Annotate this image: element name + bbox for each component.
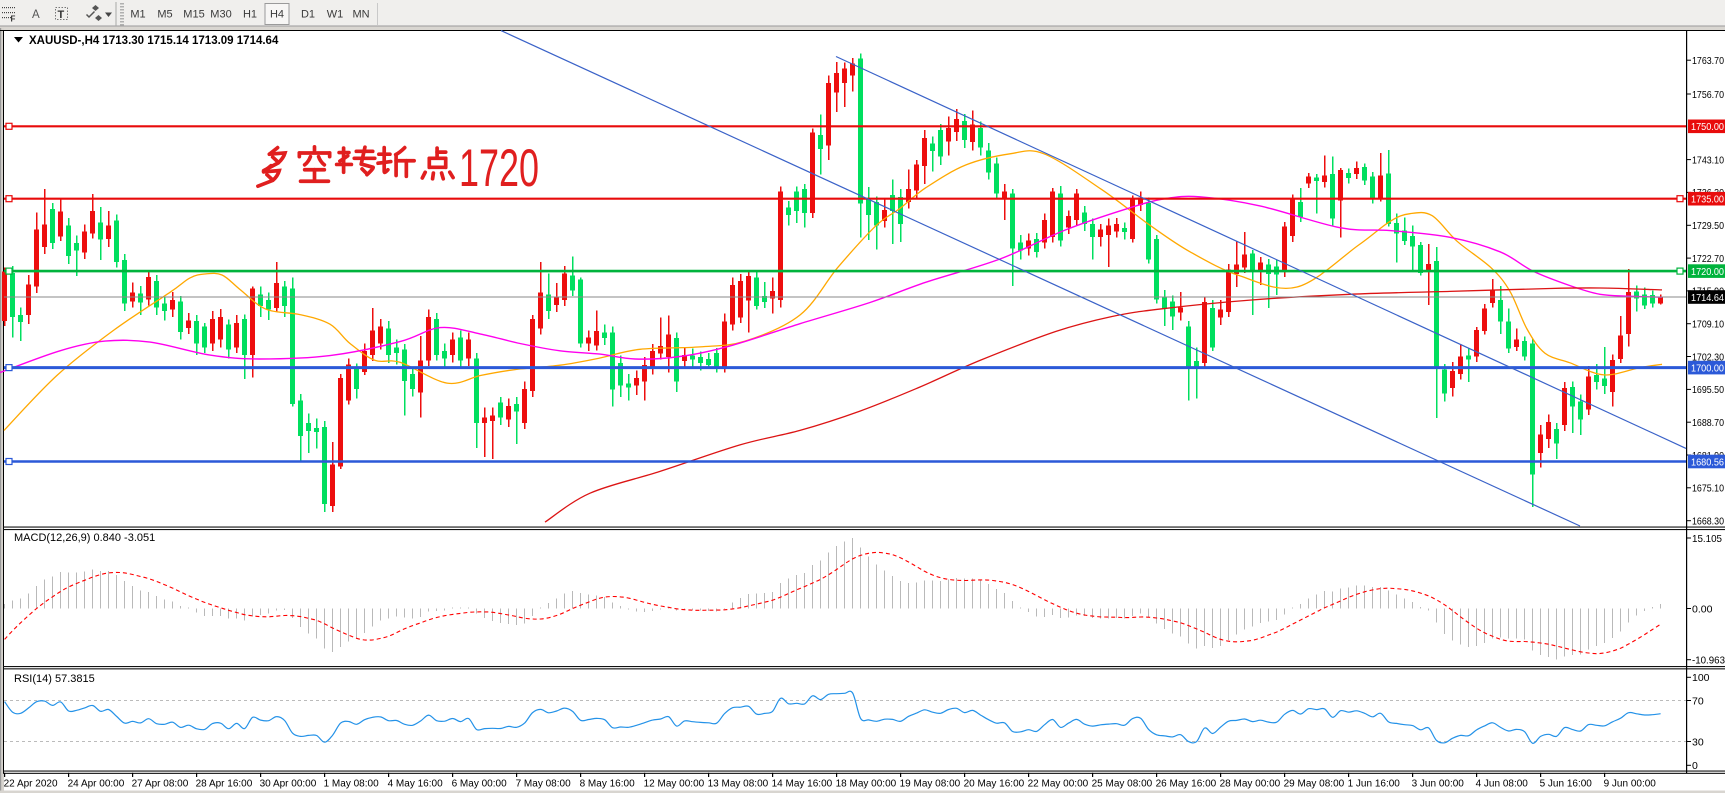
svg-text:1702.30: 1702.30 xyxy=(1692,351,1724,363)
svg-text:8 May 16:00: 8 May 16:00 xyxy=(580,779,635,790)
svg-text:1743.10: 1743.10 xyxy=(1692,154,1724,166)
svg-text:M15: M15 xyxy=(183,9,204,21)
svg-text:M1: M1 xyxy=(130,9,145,21)
svg-text:7 May 08:00: 7 May 08:00 xyxy=(516,779,571,790)
svg-text:A: A xyxy=(32,9,40,21)
svg-text:12 May 00:00: 12 May 00:00 xyxy=(644,779,705,790)
svg-text:5 Jun 16:00: 5 Jun 16:00 xyxy=(1540,779,1593,790)
svg-text:XAUUSD-,H4 1713.30 1715.14 17: XAUUSD-,H4 1713.30 1715.14 1713.09 1714.… xyxy=(29,35,279,47)
svg-text:1668.30: 1668.30 xyxy=(1692,516,1724,528)
svg-text:24 Apr 00:00: 24 Apr 00:00 xyxy=(68,779,125,790)
svg-text:1722.70: 1722.70 xyxy=(1692,253,1724,265)
svg-text:W1: W1 xyxy=(327,9,344,21)
svg-text:30: 30 xyxy=(1692,736,1704,748)
svg-text:1 Jun 16:00: 1 Jun 16:00 xyxy=(1348,779,1401,790)
svg-text:28 May 00:00: 28 May 00:00 xyxy=(1220,779,1281,790)
svg-text:14 May 16:00: 14 May 16:00 xyxy=(772,779,833,790)
svg-text:1700.00: 1700.00 xyxy=(1691,362,1724,374)
svg-text:1680.56: 1680.56 xyxy=(1691,456,1724,468)
svg-text:1720.00: 1720.00 xyxy=(1691,266,1724,278)
svg-text:0.00: 0.00 xyxy=(1692,603,1713,615)
svg-text:T: T xyxy=(58,9,65,21)
svg-text:M30: M30 xyxy=(210,9,231,21)
svg-text:1688.70: 1688.70 xyxy=(1692,417,1724,429)
svg-text:H4: H4 xyxy=(270,9,284,21)
svg-text:26 May 16:00: 26 May 16:00 xyxy=(1156,779,1217,790)
svg-text:6 May 00:00: 6 May 00:00 xyxy=(452,779,507,790)
svg-text:22 May 00:00: 22 May 00:00 xyxy=(1028,779,1089,790)
svg-text:100: 100 xyxy=(1692,672,1710,684)
svg-text:F: F xyxy=(11,15,16,24)
svg-text:25 May 08:00: 25 May 08:00 xyxy=(1092,779,1153,790)
svg-text:1756.70: 1756.70 xyxy=(1692,89,1724,101)
svg-text:1720: 1720 xyxy=(459,139,539,198)
svg-text:1709.10: 1709.10 xyxy=(1692,319,1724,331)
svg-text:1695.50: 1695.50 xyxy=(1692,384,1724,396)
svg-text:-10.963: -10.963 xyxy=(1692,655,1725,667)
svg-text:D1: D1 xyxy=(301,9,315,21)
svg-text:0: 0 xyxy=(1692,760,1698,772)
svg-text:22 Apr 2020: 22 Apr 2020 xyxy=(4,779,58,790)
svg-text:1735.00: 1735.00 xyxy=(1691,194,1724,206)
svg-text:3 Jun 00:00: 3 Jun 00:00 xyxy=(1412,779,1465,790)
svg-text:9 Jun 00:00: 9 Jun 00:00 xyxy=(1604,779,1657,790)
svg-text:29 May 08:00: 29 May 08:00 xyxy=(1284,779,1345,790)
svg-text:28 Apr 16:00: 28 Apr 16:00 xyxy=(196,779,253,790)
svg-text:MN: MN xyxy=(352,9,369,21)
svg-text:30 Apr 00:00: 30 Apr 00:00 xyxy=(260,779,317,790)
svg-text:1729.50: 1729.50 xyxy=(1692,220,1724,232)
svg-text:15.105: 15.105 xyxy=(1692,533,1722,545)
svg-text:1714.64: 1714.64 xyxy=(1691,292,1724,304)
svg-text:M5: M5 xyxy=(157,9,172,21)
svg-text:1 May 08:00: 1 May 08:00 xyxy=(324,779,379,790)
svg-text:1675.10: 1675.10 xyxy=(1692,483,1724,495)
svg-text:MACD(12,26,9) 0.840 -3.051: MACD(12,26,9) 0.840 -3.051 xyxy=(14,532,155,544)
svg-text:19 May 08:00: 19 May 08:00 xyxy=(900,779,961,790)
svg-text:4 Jun 08:00: 4 Jun 08:00 xyxy=(1476,779,1529,790)
svg-text:20 May 16:00: 20 May 16:00 xyxy=(964,779,1025,790)
svg-text:13 May 08:00: 13 May 08:00 xyxy=(708,779,769,790)
svg-text:RSI(14) 57.3815: RSI(14) 57.3815 xyxy=(14,673,95,685)
svg-text:1750.00: 1750.00 xyxy=(1691,121,1724,133)
svg-text:H1: H1 xyxy=(243,9,257,21)
svg-text:4 May 16:00: 4 May 16:00 xyxy=(388,779,443,790)
svg-text:27 Apr 08:00: 27 Apr 08:00 xyxy=(132,779,189,790)
svg-text:18 May 00:00: 18 May 00:00 xyxy=(836,779,897,790)
svg-text:70: 70 xyxy=(1692,695,1704,707)
svg-text:1763.70: 1763.70 xyxy=(1692,55,1724,67)
